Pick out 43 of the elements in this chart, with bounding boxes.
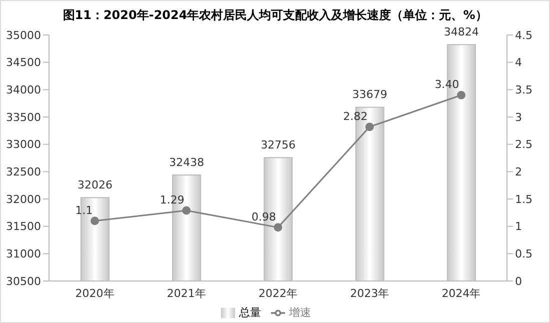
y2-tick-label: 2.5	[515, 138, 532, 152]
y-tick-label: 31500	[6, 220, 41, 234]
y2-tick-label: 4.5	[515, 28, 532, 42]
data-label: 34824	[444, 26, 479, 39]
data-label: 32026	[78, 178, 112, 192]
y-tick-label: 34000	[6, 84, 41, 97]
x-tick-label: 2021年	[166, 286, 206, 300]
y2-tick-label: 2	[515, 166, 522, 179]
x-tick-label: 2020年	[75, 286, 114, 300]
y-tick-label: 32500	[6, 166, 41, 179]
data-label: 33679	[352, 88, 388, 102]
y2-tick-label: 3.5	[515, 84, 532, 97]
point	[274, 223, 282, 232]
y-tick-label: 31000	[6, 248, 41, 261]
y-tick-label: 30500	[6, 274, 41, 288]
x-tick-label: 2022年	[258, 286, 298, 300]
data-label: 32756	[260, 138, 296, 152]
data-label: 1.29	[160, 193, 184, 206]
data-label: 0.98	[252, 210, 276, 224]
y-tick-label: 35000	[6, 28, 41, 42]
chart-title: 图11：2020年-2024年农村居民人均可支配收入及增长速度（单位：元、%）	[62, 7, 488, 24]
x-tick-label: 2023年	[350, 286, 390, 300]
legend-label: 总量	[239, 306, 261, 319]
data-label: 32438	[169, 156, 204, 170]
x-tick-label: 2024年	[442, 286, 481, 300]
data-label: 2.82	[343, 110, 368, 123]
point	[456, 90, 466, 100]
y-tick-label: 32000	[6, 192, 41, 206]
y-tick-label: 34500	[6, 56, 41, 70]
y2-tick-label: 0	[515, 274, 522, 288]
data-label: 3.40	[434, 78, 460, 92]
y2-tick-label: 1	[515, 220, 522, 234]
y2-tick-label: 4	[515, 56, 522, 70]
point	[365, 122, 374, 132]
point	[90, 216, 100, 226]
legend-label: 增速	[289, 306, 311, 319]
data-label: 1.1	[75, 204, 93, 217]
y-tick-label: 33000	[6, 138, 41, 152]
point	[182, 206, 191, 215]
y-tick-label: 33500	[6, 110, 41, 124]
y2-tick-label: 0.5	[515, 248, 532, 261]
y2-tick-label: 1.5	[515, 192, 532, 206]
y2-tick-label: 3	[515, 110, 522, 124]
